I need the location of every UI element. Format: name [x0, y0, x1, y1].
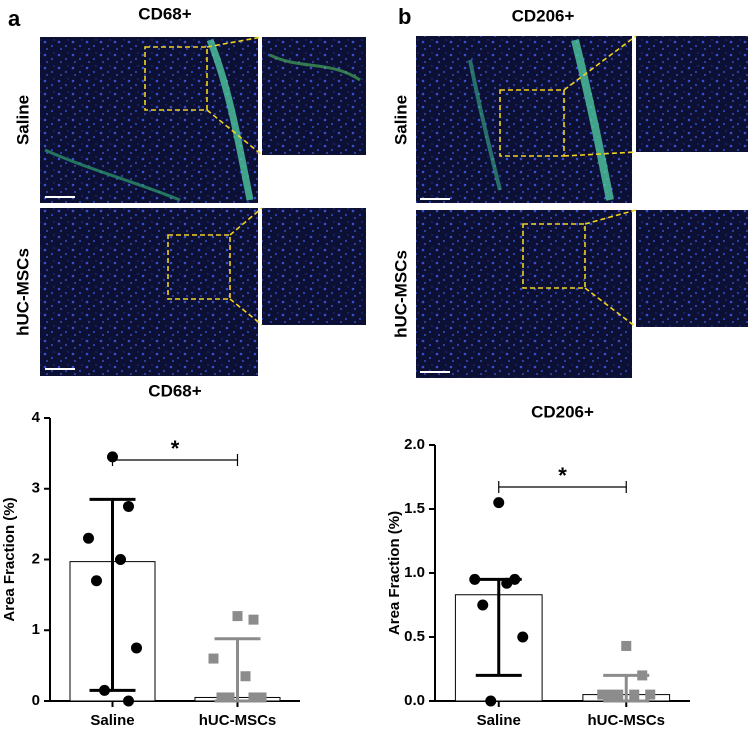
- data-point: [123, 695, 134, 707]
- data-point: [637, 670, 648, 681]
- fiber: [269, 53, 361, 82]
- data-point: [477, 599, 489, 611]
- data-point: [99, 684, 110, 696]
- y-tick-label: 1.0: [404, 564, 425, 581]
- y-axis-label: Area Fraction (%): [386, 511, 403, 635]
- zoom-box: [499, 89, 565, 157]
- data-point: [493, 497, 505, 509]
- fiber: [468, 59, 502, 191]
- y-tick-label: 2.0: [404, 436, 425, 453]
- y-tick-label: 3: [32, 480, 40, 497]
- data-point: [605, 689, 616, 700]
- data-point: [597, 689, 608, 700]
- data-point: [240, 671, 251, 682]
- row-label: Saline: [13, 95, 32, 145]
- y-tick-label: 2: [32, 550, 40, 567]
- data-point: [248, 614, 259, 625]
- fiber: [206, 38, 254, 201]
- row-label: hUC-MSCs: [391, 250, 410, 338]
- significance-label: *: [558, 463, 567, 488]
- micrograph-inset: [262, 208, 366, 325]
- data-point: [485, 695, 497, 707]
- y-tick-label: 1.5: [404, 500, 425, 517]
- data-point: [83, 532, 94, 544]
- data-point: [131, 642, 142, 654]
- y-tick-label: 1: [32, 621, 40, 638]
- data-point: [216, 692, 227, 703]
- panel-letter: a: [8, 6, 21, 31]
- y-tick-label: 0.5: [404, 628, 425, 645]
- zoom-box: [144, 46, 208, 111]
- y-axis-label: Area Fraction (%): [1, 497, 18, 621]
- data-point: [256, 692, 267, 703]
- data-point: [115, 554, 126, 565]
- micrograph: [416, 210, 632, 378]
- chart-title: CD206+: [531, 402, 594, 421]
- micrograph: [416, 36, 632, 203]
- zoom-box: [167, 234, 231, 300]
- x-tick-label: Saline: [90, 712, 134, 729]
- micrographs: [40, 35, 748, 378]
- y-tick-label: 0: [32, 692, 40, 709]
- zoom-line: [206, 36, 263, 156]
- y-tick-label: 4: [32, 409, 41, 426]
- x-tick-label: hUC-MSCs: [588, 712, 666, 729]
- data-point: [208, 653, 219, 664]
- panel-title: CD68+: [138, 4, 191, 23]
- chart-title: CD68+: [148, 381, 201, 400]
- data-point: [645, 689, 656, 700]
- zoom-line: [229, 207, 263, 326]
- significance-label: *: [171, 436, 180, 461]
- data-point: [469, 573, 481, 585]
- row-label: hUC-MSCs: [13, 248, 32, 336]
- fiber: [44, 148, 181, 202]
- data-point: [613, 689, 624, 700]
- data-point: [629, 689, 640, 700]
- x-tick-label: Saline: [477, 712, 521, 729]
- y-tick-label: 0.0: [404, 692, 425, 709]
- data-point: [224, 692, 235, 703]
- data-point: [123, 500, 134, 512]
- panel-title: CD206+: [512, 6, 575, 25]
- data-point: [248, 692, 259, 703]
- row-label: Saline: [391, 95, 410, 145]
- micrograph: [40, 37, 258, 203]
- panel-letter: b: [398, 4, 411, 29]
- data-point: [517, 631, 529, 643]
- data-point: [232, 611, 243, 622]
- zoom-box: [522, 223, 586, 289]
- micrograph-inset: [636, 210, 748, 327]
- micrograph-inset: [636, 36, 748, 152]
- x-tick-label: hUC-MSCs: [199, 712, 277, 729]
- micrograph: [40, 208, 258, 376]
- data-point: [621, 640, 632, 651]
- micrograph-inset: [262, 37, 366, 155]
- data-point: [91, 575, 102, 587]
- zoom-line: [584, 209, 637, 328]
- zoom-line: [563, 35, 637, 157]
- data-point: [501, 577, 513, 589]
- fiber: [571, 39, 614, 201]
